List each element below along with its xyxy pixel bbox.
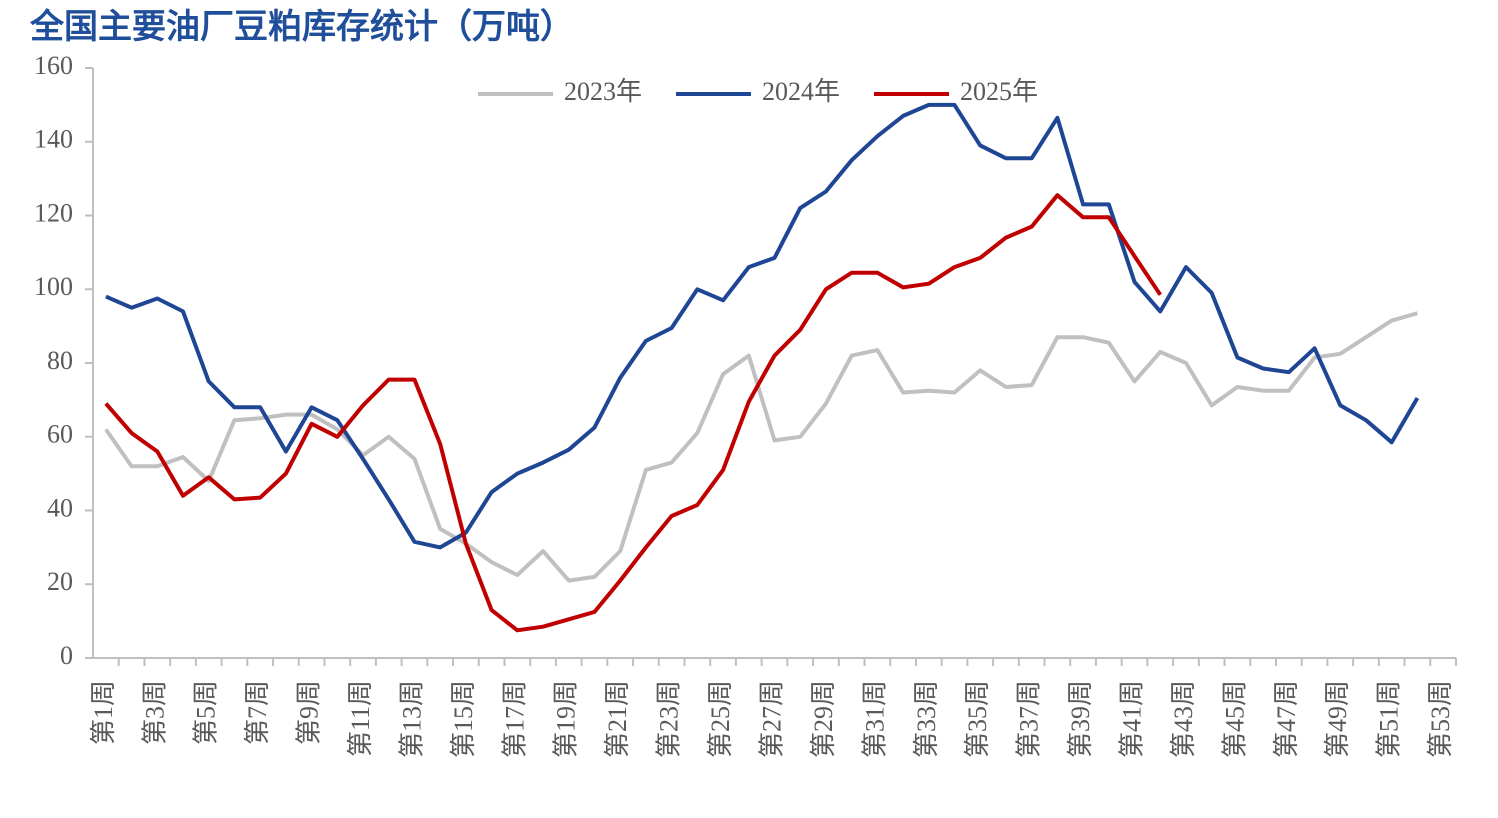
x-tick-label: 第7周 xyxy=(243,680,272,745)
y-tick-label: 60 xyxy=(47,420,73,449)
x-tick-label: 第49周 xyxy=(1323,680,1352,758)
x-tick-label: 第15周 xyxy=(449,680,478,758)
y-tick-label: 40 xyxy=(47,493,73,522)
y-tick-label: 140 xyxy=(34,125,73,154)
x-tick-label: 第45周 xyxy=(1220,680,1249,758)
legend-label: 2023年 xyxy=(564,77,642,106)
x-tick-label: 第11周 xyxy=(346,680,375,757)
x-tick-label: 第9周 xyxy=(295,680,324,745)
x-tick-label: 第27周 xyxy=(757,680,786,758)
y-tick-label: 0 xyxy=(60,641,73,670)
x-tick-label: 第13周 xyxy=(397,680,426,758)
x-tick-label: 第29周 xyxy=(809,680,838,758)
y-tick-label: 100 xyxy=(34,272,73,301)
x-tick-label: 第1周 xyxy=(89,680,118,745)
x-tick-label: 第47周 xyxy=(1272,680,1301,758)
legend-label: 2024年 xyxy=(762,77,840,106)
x-tick-label: 第37周 xyxy=(1015,680,1044,758)
x-tick-label: 第43周 xyxy=(1169,680,1198,758)
data-line xyxy=(104,311,1418,583)
x-tick-label: 第23周 xyxy=(655,680,684,758)
x-tick-label: 第21周 xyxy=(603,680,632,758)
y-tick-label: 20 xyxy=(47,567,73,596)
chart-title: 全国主要油厂豆粕库存统计（万吨） xyxy=(29,7,574,46)
y-tick-label: 80 xyxy=(47,346,73,375)
x-tick-label: 第3周 xyxy=(140,680,169,745)
x-tick-label: 第17周 xyxy=(500,680,529,758)
x-tick-label: 第35周 xyxy=(963,680,992,758)
x-tick-label: 第39周 xyxy=(1066,680,1095,758)
x-tick-label: 第53周 xyxy=(1426,680,1455,758)
x-tick-label: 第31周 xyxy=(860,680,889,758)
x-tick-label: 第25周 xyxy=(706,680,735,758)
x-tick-label: 第51周 xyxy=(1375,680,1404,758)
x-tick-label: 第33周 xyxy=(912,680,941,758)
legend-label: 2025年 xyxy=(960,77,1038,106)
data-line xyxy=(105,102,1420,550)
x-tick-label: 第41周 xyxy=(1118,680,1147,758)
x-tick-label: 第5周 xyxy=(192,680,221,745)
x-tick-label: 第19周 xyxy=(552,680,581,758)
data-line xyxy=(104,193,1162,633)
y-tick-label: 120 xyxy=(34,198,73,227)
y-tick-label: 160 xyxy=(34,51,73,80)
